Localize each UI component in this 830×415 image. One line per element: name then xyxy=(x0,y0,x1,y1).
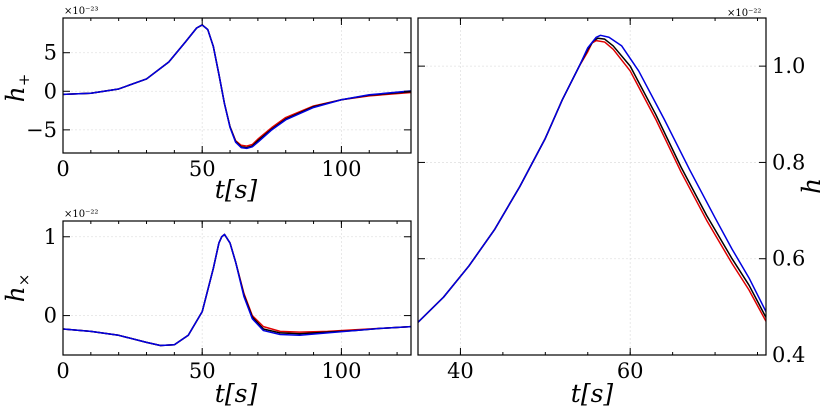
h-offset-text: ×10⁻²² xyxy=(727,8,761,19)
series-line-h-2 xyxy=(418,34,766,323)
h-panel: ×10⁻²² h t[s] 40 60 0.4 0.6 0.8 1.0 xyxy=(417,8,826,408)
ytick-label-hcross-0: 0 xyxy=(44,304,57,328)
ytick-label-h-2: 0.8 xyxy=(772,150,805,174)
axes-frame-h xyxy=(417,17,767,356)
ytick-label-hcross-1: 1 xyxy=(44,225,57,249)
hcross-panel: ×10⁻²² h×h× t[s] 0 50 100 0 1 xyxy=(1,209,412,408)
series-line-hplus-0 xyxy=(63,24,411,147)
series-line-hcross-0 xyxy=(63,233,411,347)
hcross-offset-text: ×10⁻²² xyxy=(64,209,98,220)
xtick-label-hcross-0: 0 xyxy=(56,359,69,383)
series-line-hplus-2 xyxy=(63,24,411,150)
xtick-label-h-0: 40 xyxy=(447,359,474,383)
hplus-xlabel: t[s] xyxy=(215,175,258,204)
ytick-label-h-0: 0.4 xyxy=(772,343,805,367)
xtick-label-hplus-0: 0 xyxy=(56,157,69,181)
ytick-label-hplus-1: 0 xyxy=(44,79,57,103)
hplus-offset-text: ×10⁻²³ xyxy=(64,6,98,17)
xtick-label-h-1: 60 xyxy=(617,359,644,383)
hplus-ylabel: h+h+ xyxy=(1,74,33,103)
axes-frame-hcross xyxy=(62,220,412,356)
ytick-label-h-3: 1.0 xyxy=(772,54,805,78)
xtick-label-hcross-1: 50 xyxy=(189,359,216,383)
ytick-label-hplus-0: −5 xyxy=(26,118,57,142)
hcross-xlabel: t[s] xyxy=(215,379,258,408)
series-line-h-0 xyxy=(418,39,766,323)
xtick-label-hplus-1: 50 xyxy=(189,157,216,181)
xtick-label-hcross-2: 100 xyxy=(321,359,361,383)
h-xlabel: t[s] xyxy=(571,379,614,408)
ytick-label-hplus-2: 5 xyxy=(44,41,57,65)
xtick-label-hplus-2: 100 xyxy=(321,157,361,181)
hplus-panel: ×10⁻²³ h+h+ t[s] 0 50 100 −5 0 5 xyxy=(1,6,412,204)
hcross-ylabel: h×h× xyxy=(1,274,33,303)
axes-frame-hplus xyxy=(62,17,412,154)
ytick-label-h-1: 0.6 xyxy=(772,247,805,271)
series-line-hcross-2 xyxy=(63,233,411,347)
series-line-hplus-1 xyxy=(63,24,411,149)
series-line-h-1 xyxy=(418,37,766,323)
h-ylabel: h xyxy=(797,178,826,194)
